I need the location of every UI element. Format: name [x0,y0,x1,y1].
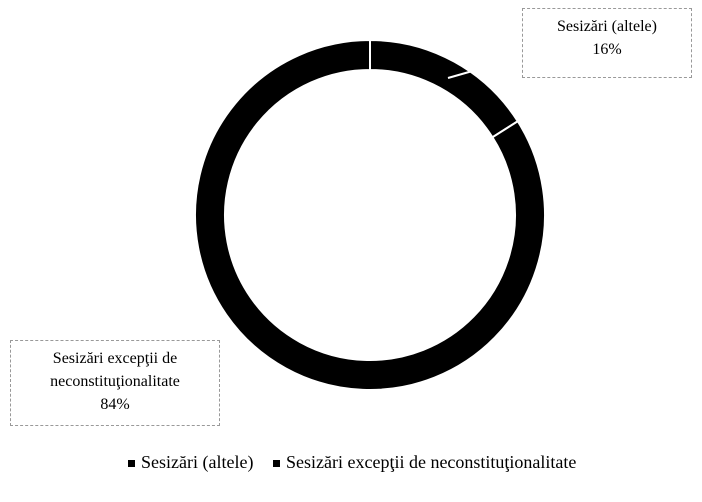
donut-segment [194,38,546,391]
data-label: Sesizări (altele) 16% [522,8,692,78]
legend-swatch [128,460,135,468]
data-label-category: Sesizări excepţii de neconstituţionalita… [50,350,180,390]
legend-item: Sesizări (altele) [128,452,253,473]
legend-label: Sesizări (altele) [141,452,254,472]
legend-label: Sesizări excepţii de neconstituţionalita… [286,452,577,472]
data-label-value: 84% [100,396,130,413]
leader-line [219,355,263,363]
legend-swatch [273,460,280,468]
data-label: Sesizări excepţii de neconstituţionalita… [10,340,220,426]
leader-line [447,65,491,79]
data-label-category: Sesizări (altele) [557,18,657,35]
donut-segment [369,38,520,139]
data-label-value: 16% [592,41,622,58]
legend-item: Sesizări excepţii de neconstituţionalita… [273,452,576,473]
